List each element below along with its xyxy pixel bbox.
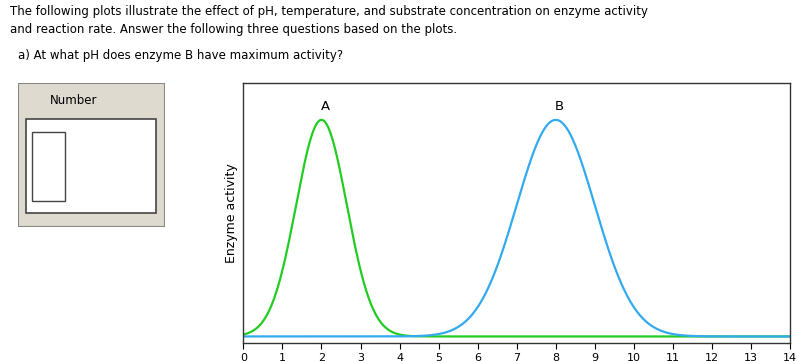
Text: The following plots illustrate the effect of pH, temperature, and substrate conc: The following plots illustrate the effec…	[10, 5, 648, 18]
Y-axis label: Enzyme activity: Enzyme activity	[225, 163, 238, 263]
Text: a) At what pH does enzyme B have maximum activity?: a) At what pH does enzyme B have maximum…	[18, 49, 342, 62]
FancyBboxPatch shape	[18, 83, 165, 227]
FancyBboxPatch shape	[32, 132, 65, 201]
FancyBboxPatch shape	[26, 119, 156, 213]
Text: A: A	[321, 100, 330, 113]
Text: Number: Number	[50, 94, 97, 107]
Text: B: B	[555, 100, 564, 113]
Text: and reaction rate. Answer the following three questions based on the plots.: and reaction rate. Answer the following …	[10, 23, 457, 36]
